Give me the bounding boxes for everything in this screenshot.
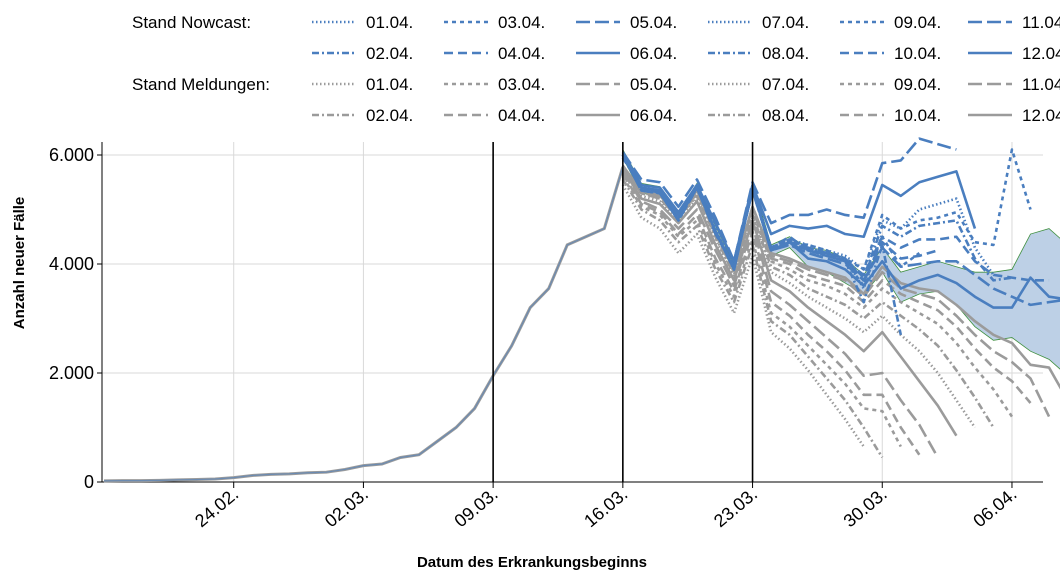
x-axis-title: Datum des Erkrankungsbeginns	[417, 554, 647, 571]
legend-label-meldungen: 08.04.	[762, 106, 809, 125]
y-axis-title: Anzahl neuer Fälle	[11, 197, 28, 330]
legend-label-meldungen: 12.04.	[1022, 106, 1060, 125]
x-tick-label: 02.03.	[321, 484, 372, 531]
legend-label-meldungen: 04.04.	[498, 106, 545, 125]
y-tick-label: 6.000	[49, 145, 94, 165]
legend-label-nowcast: 11.04.	[1022, 13, 1060, 32]
meldungen-series-line	[621, 165, 1032, 404]
legend-label-nowcast: 06.04.	[630, 44, 677, 63]
meldungen-series-line	[621, 170, 939, 459]
legend-label-nowcast: 04.04.	[498, 44, 545, 63]
meldungen-series-line	[621, 173, 921, 456]
legend-label-nowcast: 03.04.	[498, 13, 545, 32]
meldungen-series-line	[621, 184, 865, 448]
nowcast-series-line	[621, 154, 1060, 307]
legend-label-nowcast: 01.04.	[366, 13, 413, 32]
y-tick-label: 2.000	[49, 363, 94, 383]
legend-label-nowcast: 10.04.	[894, 44, 941, 63]
meldungen-series-line	[621, 176, 902, 448]
legend-label-nowcast: 08.04.	[762, 44, 809, 63]
x-tick-label: 09.03.	[451, 484, 502, 531]
x-tick-label: 06.04.	[969, 484, 1020, 531]
nowcast-series-line	[621, 154, 1050, 282]
x-tick-label: 23.03.	[710, 484, 761, 531]
nowcast-series-line	[621, 151, 977, 263]
y-tick-label: 0	[84, 472, 94, 492]
legend: Stand Nowcast: Stand Meldungen: 01.04. 03…	[132, 13, 1060, 125]
x-tick-label: 30.03.	[840, 484, 891, 531]
legend-label-nowcast: 07.04.	[762, 13, 809, 32]
legend-label-meldungen: 07.04.	[762, 75, 809, 94]
legend-label-nowcast: 12.04.	[1022, 44, 1060, 63]
legend-meldungen-title: Stand Meldungen:	[132, 75, 270, 94]
legend-label-meldungen: 09.04.	[894, 75, 941, 94]
legend-label-meldungen: 03.04.	[498, 75, 545, 94]
plot-area: 0 2.000 4.000 6.000 24.02. 02.03. 09.03. 16.03.…	[49, 137, 1060, 531]
x-tick-label: 24.02.	[191, 484, 242, 531]
nowcast-series-line	[621, 137, 957, 263]
legend-label-meldungen: 11.04.	[1022, 75, 1060, 94]
early-series-overlay	[103, 166, 624, 482]
legend-label-meldungen: 10.04.	[894, 106, 941, 125]
meldungen-series-line	[621, 165, 995, 429]
legend-label-nowcast: 05.04.	[630, 13, 677, 32]
legend-label-nowcast: 09.04.	[894, 13, 941, 32]
legend-label-meldungen: 06.04.	[630, 106, 677, 125]
legend-label-meldungen: 05.04.	[630, 75, 677, 94]
nowcast-series-line	[621, 154, 1060, 309]
legend-nowcast-title: Stand Nowcast:	[132, 13, 251, 32]
legend-label-meldungen: 02.04.	[366, 106, 413, 125]
legend-label-nowcast: 02.04.	[366, 44, 413, 63]
y-tick-label: 4.000	[49, 254, 94, 274]
x-tick-label: 16.03.	[580, 484, 631, 531]
meldungen-series-line	[621, 167, 958, 437]
meldungen-series-line	[621, 165, 1014, 418]
meldungen-series-line	[621, 167, 976, 429]
legend-label-meldungen: 01.04.	[366, 75, 413, 94]
